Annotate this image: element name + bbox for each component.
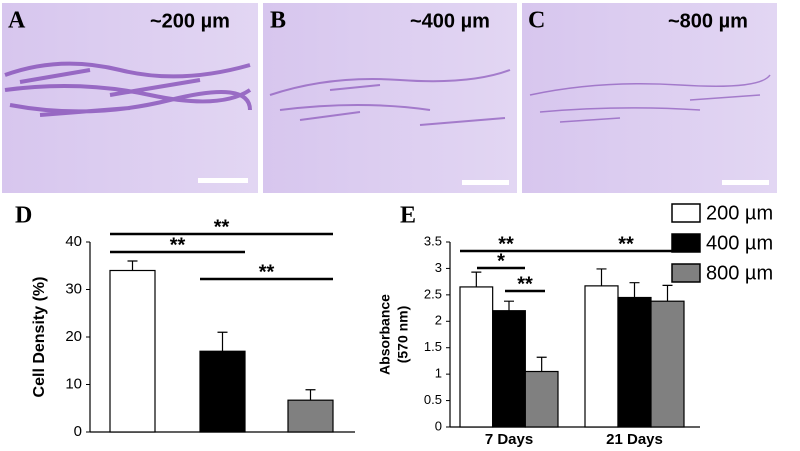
error-bar [629, 282, 640, 298]
tissue [529, 74, 771, 123]
significance-label: ** [517, 273, 533, 295]
bar [287, 399, 334, 433]
significance-label: * [497, 250, 505, 272]
bar [650, 300, 685, 428]
panel-letter: D [15, 203, 32, 229]
legend-label: 400 µm [706, 232, 773, 254]
error-bar [504, 300, 514, 311]
micrograph [522, 3, 777, 193]
bar [109, 269, 156, 433]
scale-bar [198, 178, 248, 183]
y-tick-label: 2 [435, 313, 442, 328]
micrograph [2, 3, 258, 193]
panel-label: ~400 µm [410, 10, 490, 32]
panel-label: ~800 µm [668, 10, 748, 32]
y-tick-label: 40 [65, 233, 82, 250]
y-tick-label: 0.5 [424, 392, 442, 407]
micrographs [2, 3, 777, 193]
bar [524, 370, 559, 428]
bar [459, 286, 494, 428]
y-tick-label: 2.5 [424, 286, 442, 301]
y-tick-label: 0 [74, 423, 82, 440]
error-bar [305, 389, 316, 401]
y-tick-label: 0 [435, 418, 442, 433]
y-tick-label: 1.5 [424, 339, 442, 354]
y-tick-label: 1 [435, 366, 442, 381]
scale-bar [462, 180, 509, 185]
x-tick-label: 21 Days [606, 431, 663, 448]
y-tick-label: 20 [65, 328, 82, 345]
error-bar [596, 268, 607, 286]
legend-swatch [671, 263, 701, 283]
y-tick-label: 30 [65, 280, 82, 297]
error-bar [127, 260, 138, 271]
y-tick-label: 3.5 [424, 233, 442, 248]
legend-swatch [671, 203, 701, 223]
panel-label: ~200 µm [150, 10, 230, 32]
panel-letter: C [528, 8, 545, 34]
panel-letter: B [270, 8, 286, 34]
y-axis-label: Cell Density (%) [31, 277, 48, 398]
significance-label: ** [259, 261, 275, 283]
significance-label: ** [214, 216, 230, 238]
micrograph [263, 3, 517, 193]
legend-label: 200 µm [706, 202, 773, 224]
bar [617, 296, 652, 428]
error-bar [662, 284, 673, 302]
panel-letter: A [8, 8, 26, 34]
y-axis-label: Absorbance [377, 294, 393, 375]
panel-letter: E [400, 203, 416, 229]
error-bar [217, 331, 228, 352]
bar [492, 310, 526, 428]
y-tick-label: 3 [435, 260, 442, 275]
error-bar [471, 271, 482, 287]
scale-bar [722, 180, 769, 185]
significance-label: ** [170, 234, 186, 256]
tissue [269, 69, 511, 126]
bar [199, 350, 246, 433]
y-axis-label: (570 nm) [395, 306, 411, 364]
error-bar [536, 356, 547, 372]
legend-swatch [671, 233, 701, 253]
significance-label: ** [498, 233, 514, 255]
y-tick-label: 10 [65, 375, 82, 392]
legend-label: 800 µm [706, 262, 773, 284]
bar [584, 285, 619, 428]
x-tick-label: 7 Days [485, 431, 533, 448]
significance-label: ** [618, 233, 634, 255]
tissue [4, 61, 252, 117]
